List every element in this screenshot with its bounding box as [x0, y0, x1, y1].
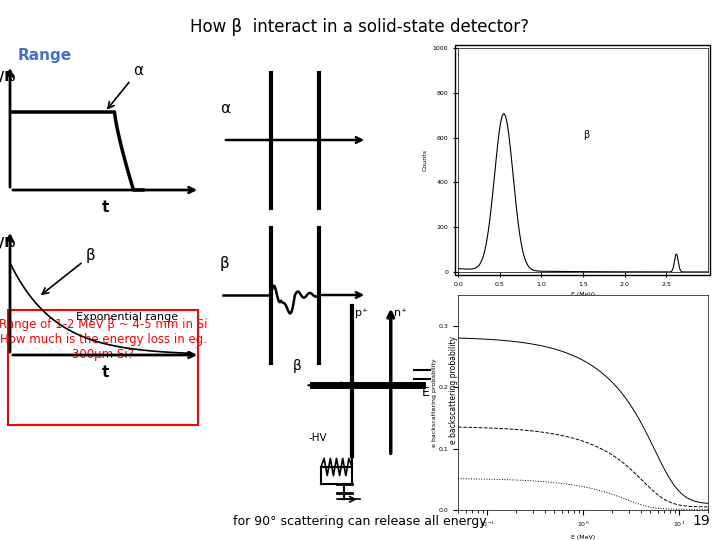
Text: Range of 1-2 MeV β ~ 4-5 mm in Si
How much is the energy loss in eg.
300μm Si?: Range of 1-2 MeV β ~ 4-5 mm in Si How mu… [0, 318, 207, 361]
Text: β: β [293, 359, 302, 373]
Text: -HV: -HV [309, 433, 327, 443]
Text: α: α [220, 101, 230, 116]
Text: Exponential range: Exponential range [76, 312, 179, 322]
Bar [455, 45, 710, 275]
Text: n⁺: n⁺ [394, 308, 407, 319]
Text: E: E [422, 386, 430, 399]
Text: for 90° scattering can release all energy: for 90° scattering can release all energ… [233, 515, 487, 528]
Text: I/I₀: I/I₀ [0, 235, 16, 249]
Text: β: β [220, 256, 230, 271]
Text: β: β [42, 248, 96, 294]
Text: α: α [108, 63, 143, 109]
Text: t: t [102, 200, 109, 215]
Text: Range: Range [18, 48, 72, 63]
Text: I/I₀: I/I₀ [0, 70, 16, 84]
Text: e backscattering probability: e backscattering probability [449, 336, 458, 444]
X-axis label: E (MeV): E (MeV) [571, 292, 595, 298]
Y-axis label: e backscattering probability: e backscattering probability [432, 358, 437, 447]
X-axis label: E (MeV): E (MeV) [571, 535, 595, 539]
Bar [8, 310, 198, 425]
Text: 19: 19 [692, 514, 710, 528]
Text: β: β [583, 130, 589, 140]
Text: p⁺: p⁺ [355, 308, 368, 319]
Text: t: t [102, 365, 109, 380]
Y-axis label: Counts: Counts [422, 149, 427, 171]
Text: How β  interact in a solid-state detector?: How β interact in a solid-state detector… [191, 18, 529, 36]
